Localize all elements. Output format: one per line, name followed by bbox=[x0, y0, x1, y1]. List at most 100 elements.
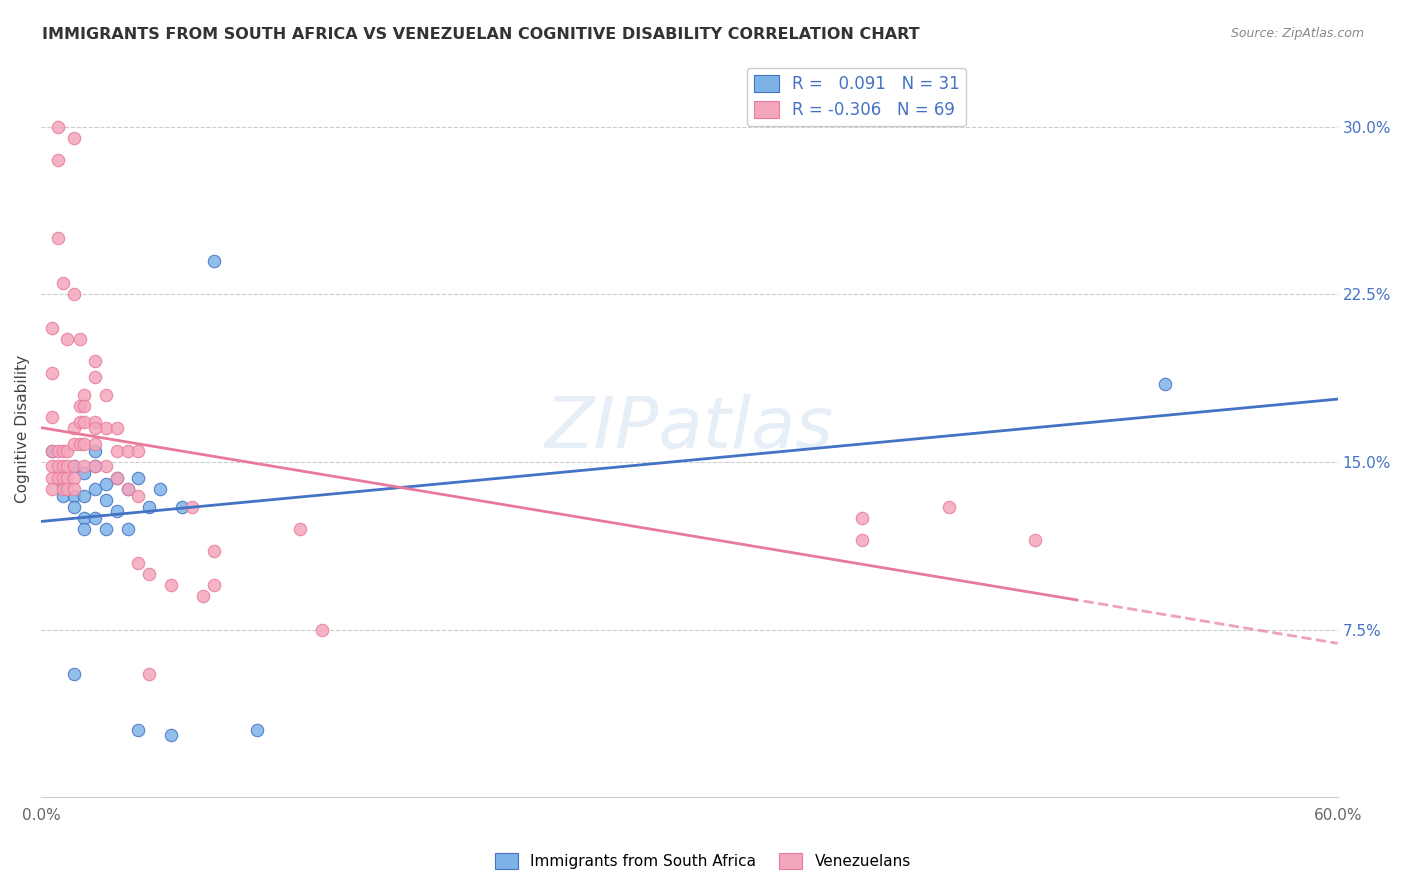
Point bbox=[62, 667, 84, 681]
Point bbox=[62, 489, 84, 503]
Point bbox=[69, 332, 91, 346]
Point bbox=[84, 443, 107, 458]
Point bbox=[290, 522, 312, 536]
Point bbox=[62, 131, 84, 145]
Point bbox=[84, 511, 107, 525]
Point bbox=[62, 471, 84, 485]
Point bbox=[84, 421, 107, 435]
Point bbox=[202, 544, 225, 558]
Point bbox=[56, 459, 79, 474]
Text: IMMIGRANTS FROM SOUTH AFRICA VS VENEZUELAN COGNITIVE DISABILITY CORRELATION CHAR: IMMIGRANTS FROM SOUTH AFRICA VS VENEZUEL… bbox=[42, 27, 920, 42]
Point bbox=[94, 459, 117, 474]
Point bbox=[1024, 533, 1046, 548]
Point bbox=[159, 728, 181, 742]
Point bbox=[73, 388, 96, 402]
Point bbox=[52, 276, 75, 290]
Point bbox=[56, 482, 79, 496]
Point bbox=[52, 482, 75, 496]
Point bbox=[48, 153, 70, 168]
Point bbox=[62, 459, 84, 474]
Point bbox=[84, 354, 107, 368]
Point bbox=[41, 410, 63, 425]
Point bbox=[62, 421, 84, 435]
Point bbox=[52, 471, 75, 485]
Point bbox=[41, 443, 63, 458]
Point bbox=[52, 477, 75, 491]
Point bbox=[73, 459, 96, 474]
Point bbox=[117, 522, 139, 536]
Point bbox=[52, 443, 75, 458]
Point bbox=[149, 482, 172, 496]
Point bbox=[73, 415, 96, 429]
Point bbox=[127, 556, 149, 570]
Point bbox=[48, 459, 70, 474]
Point bbox=[94, 522, 117, 536]
Point bbox=[127, 443, 149, 458]
Point bbox=[73, 489, 96, 503]
Point bbox=[56, 332, 79, 346]
Point bbox=[127, 471, 149, 485]
Point bbox=[246, 723, 269, 738]
Point bbox=[62, 459, 84, 474]
Point bbox=[62, 482, 84, 496]
Point bbox=[84, 459, 107, 474]
Point bbox=[41, 443, 63, 458]
Point bbox=[84, 459, 107, 474]
Point bbox=[938, 500, 960, 514]
Y-axis label: Cognitive Disability: Cognitive Disability bbox=[15, 354, 30, 502]
Point bbox=[117, 482, 139, 496]
Point bbox=[105, 471, 128, 485]
Point bbox=[52, 489, 75, 503]
Point bbox=[202, 253, 225, 268]
Point bbox=[105, 504, 128, 518]
Point bbox=[52, 459, 75, 474]
Point bbox=[311, 623, 333, 637]
Point bbox=[105, 443, 128, 458]
Point bbox=[48, 231, 70, 245]
Point bbox=[56, 471, 79, 485]
Legend: Immigrants from South Africa, Venezuelans: Immigrants from South Africa, Venezuelan… bbox=[489, 847, 917, 875]
Point bbox=[170, 500, 193, 514]
Point bbox=[138, 566, 160, 581]
Point bbox=[105, 471, 128, 485]
Point bbox=[69, 437, 91, 451]
Point bbox=[41, 366, 63, 380]
Point bbox=[105, 421, 128, 435]
Legend: R =   0.091   N = 31, R = -0.306   N = 69: R = 0.091 N = 31, R = -0.306 N = 69 bbox=[747, 68, 966, 126]
Point bbox=[62, 500, 84, 514]
Point bbox=[159, 578, 181, 592]
Point bbox=[48, 443, 70, 458]
Point bbox=[41, 321, 63, 335]
Point bbox=[94, 477, 117, 491]
Point bbox=[73, 522, 96, 536]
Point bbox=[48, 471, 70, 485]
Point bbox=[73, 399, 96, 413]
Point bbox=[127, 723, 149, 738]
Point bbox=[851, 511, 873, 525]
Point bbox=[41, 471, 63, 485]
Point bbox=[193, 589, 215, 603]
Point bbox=[138, 667, 160, 681]
Point bbox=[84, 415, 107, 429]
Text: ZIPatlas: ZIPatlas bbox=[546, 394, 834, 463]
Point bbox=[41, 459, 63, 474]
Point bbox=[94, 421, 117, 435]
Point bbox=[84, 370, 107, 384]
Point bbox=[94, 388, 117, 402]
Point bbox=[117, 482, 139, 496]
Point bbox=[69, 399, 91, 413]
Point bbox=[181, 500, 204, 514]
Point bbox=[69, 415, 91, 429]
Point bbox=[851, 533, 873, 548]
Point bbox=[94, 493, 117, 508]
Point bbox=[202, 578, 225, 592]
Text: Source: ZipAtlas.com: Source: ZipAtlas.com bbox=[1230, 27, 1364, 40]
Point bbox=[62, 287, 84, 301]
Point bbox=[84, 482, 107, 496]
Point bbox=[127, 489, 149, 503]
Point bbox=[56, 443, 79, 458]
Point bbox=[62, 437, 84, 451]
Point bbox=[48, 120, 70, 134]
Point bbox=[84, 437, 107, 451]
Point bbox=[1153, 376, 1175, 391]
